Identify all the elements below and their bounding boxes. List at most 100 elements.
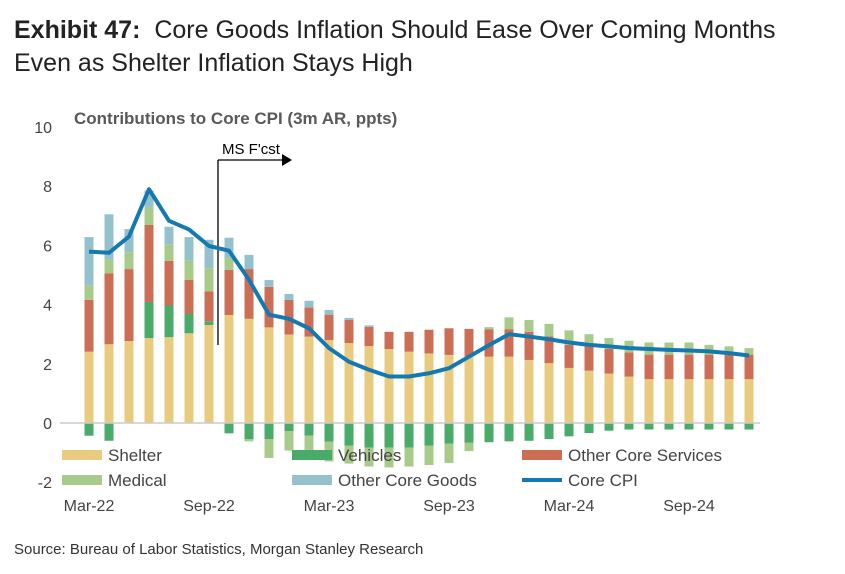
bar-medical xyxy=(424,445,434,466)
y-tick-label: 2 xyxy=(43,357,52,374)
forecast-annotation: MS F'cst xyxy=(217,141,292,345)
bar-shelter xyxy=(184,333,194,423)
bar-other-core-services xyxy=(184,279,194,314)
legend-label: Vehicles xyxy=(338,446,401,465)
legend-swatch xyxy=(62,450,102,460)
bar-medical xyxy=(364,447,374,467)
bar-shelter xyxy=(584,370,594,423)
bar-shelter xyxy=(544,363,554,423)
bar-vehicles xyxy=(284,423,294,432)
arrow-right-icon xyxy=(282,154,292,166)
bar-other-core-goods xyxy=(104,214,114,260)
bar-other-core-goods xyxy=(124,229,134,253)
legend-swatch xyxy=(522,450,562,460)
bar-other-core-services xyxy=(384,331,394,349)
bar-shelter xyxy=(564,367,574,423)
bar-vehicles xyxy=(244,423,254,440)
bar-other-core-services xyxy=(304,307,314,337)
bar-other-core-goods xyxy=(164,226,174,245)
bar-other-core-services xyxy=(344,319,354,344)
bar-shelter xyxy=(264,327,274,423)
legend-label: Other Core Services xyxy=(568,446,722,465)
legend-swatch xyxy=(292,475,332,485)
legend-item-other-core-goods: Other Core Goods xyxy=(292,471,477,490)
bar-other-core-services xyxy=(204,291,214,322)
bar-other-core-services xyxy=(684,354,694,380)
x-tick-label: Sep-24 xyxy=(663,498,715,515)
bar-medical xyxy=(384,447,394,468)
bar-shelter xyxy=(344,343,354,423)
bar-other-core-goods xyxy=(184,237,194,261)
bar-vehicles xyxy=(304,423,314,436)
bar-medical xyxy=(124,252,134,270)
bar-shelter xyxy=(284,334,294,423)
bar-vehicles xyxy=(84,423,94,436)
bar-other-core-services xyxy=(224,269,234,315)
bar-other-core-services xyxy=(604,349,614,374)
bar-vehicles xyxy=(424,423,434,446)
bar-shelter xyxy=(744,379,754,423)
bar-vehicles xyxy=(704,423,714,430)
bar-medical xyxy=(144,206,154,225)
bar-vehicles xyxy=(744,423,754,430)
bar-other-core-goods xyxy=(284,293,294,300)
bar-shelter xyxy=(504,356,514,423)
bar-medical xyxy=(444,443,454,463)
bar-medical xyxy=(344,445,354,464)
bar-medical xyxy=(244,439,254,442)
bar-shelter xyxy=(704,379,714,423)
bar-other-core-services xyxy=(644,354,654,380)
y-tick-label: 0 xyxy=(43,416,52,433)
bar-medical xyxy=(484,327,494,330)
bar-vehicles xyxy=(524,423,534,441)
legend-item-medical: Medical xyxy=(62,471,167,490)
bar-medical xyxy=(744,348,754,355)
bar-shelter xyxy=(404,351,414,423)
bar-other-core-services xyxy=(504,329,514,357)
bar-vehicles xyxy=(384,423,394,448)
bar-other-core-services xyxy=(404,331,414,352)
bar-shelter xyxy=(204,325,214,423)
bar-medical xyxy=(524,319,534,332)
y-tick-label: 10 xyxy=(34,120,52,137)
bar-vehicles xyxy=(324,423,334,442)
x-tick-label: Sep-23 xyxy=(423,498,475,515)
bar-vehicles xyxy=(444,423,454,444)
y-tick-label: 8 xyxy=(43,179,52,196)
bar-other-core-services xyxy=(444,328,454,355)
bar-vehicles xyxy=(364,423,374,448)
bar-vehicles xyxy=(684,423,694,430)
bar-medical xyxy=(84,285,94,300)
bar-vehicles xyxy=(404,423,414,448)
bar-vehicles xyxy=(104,423,114,441)
bar-shelter xyxy=(84,351,94,423)
bar-vehicles xyxy=(144,301,154,339)
bar-shelter xyxy=(164,337,174,423)
y-tick-label: -2 xyxy=(38,475,52,492)
y-tick-label: 4 xyxy=(43,298,52,315)
bar-other-core-services xyxy=(164,260,174,306)
bar-medical xyxy=(404,447,414,467)
bar-shelter xyxy=(624,376,634,423)
bar-other-core-services xyxy=(524,331,534,360)
legend-item-core-cpi: Core CPI xyxy=(522,471,638,490)
bar-other-core-services xyxy=(704,354,714,380)
bar-other-core-goods xyxy=(264,280,274,287)
x-tick-label: Mar-22 xyxy=(64,498,115,515)
bar-shelter xyxy=(724,379,734,423)
bar-medical xyxy=(544,323,554,337)
bar-shelter xyxy=(244,318,254,423)
bar-shelter xyxy=(144,338,154,423)
bar-other-core-goods xyxy=(324,309,334,315)
bar-medical xyxy=(204,268,214,292)
bar-vehicles xyxy=(544,423,554,439)
title-line-1: Core Goods Inflation Should Ease Over Co… xyxy=(154,16,776,44)
bar-other-core-goods xyxy=(244,254,254,270)
legend-item-shelter: Shelter xyxy=(62,446,162,465)
bar-medical xyxy=(184,260,194,280)
bar-medical xyxy=(504,317,514,330)
legend-swatch xyxy=(62,475,102,485)
source-note: Source: Bureau of Labor Statistics, Morg… xyxy=(14,541,424,558)
bar-medical xyxy=(284,431,294,451)
bar-medical xyxy=(464,442,474,452)
